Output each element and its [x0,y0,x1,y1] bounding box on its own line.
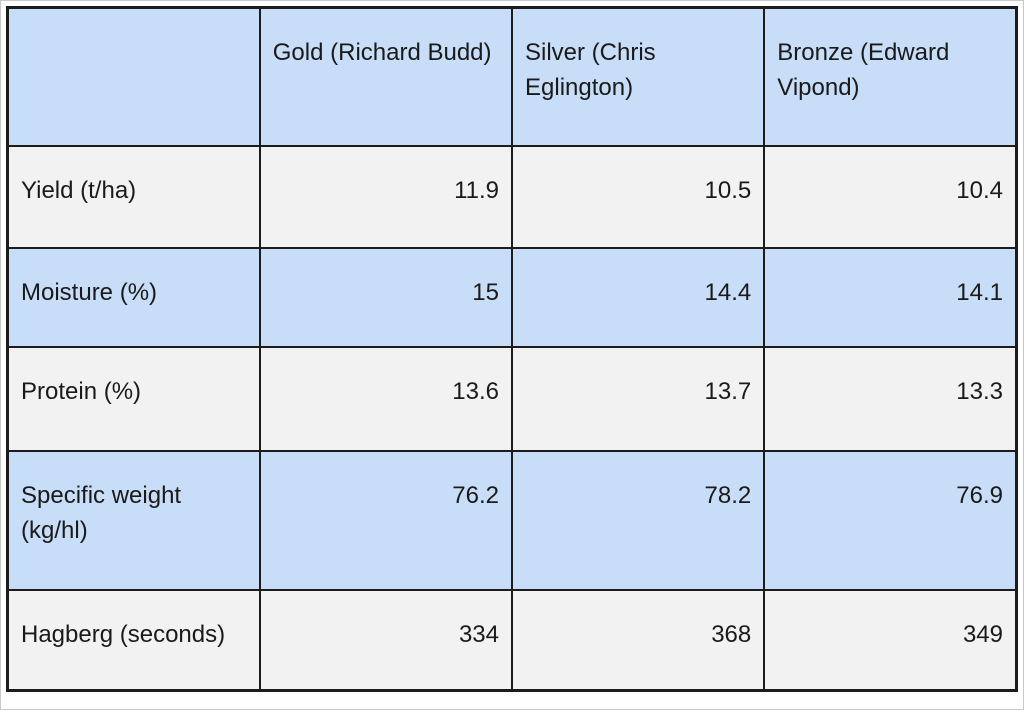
cell-protein-gold: 13.6 [258,345,514,452]
cell-moisture-gold: 15 [258,246,514,348]
row-label-specific-weight: Specific weight (kg/hl) [6,449,261,591]
row-label-hagberg: Hagberg (seconds) [6,588,261,692]
cell-specific-weight-bronze: 76.9 [763,449,1018,591]
row-label-protein: Protein (%) [6,345,261,452]
cell-protein-silver: 13.7 [510,345,766,452]
cell-specific-weight-silver: 78.2 [510,449,766,591]
cell-protein-bronze: 13.3 [763,345,1018,452]
column-header-silver: Silver (Chris Eglington) [510,6,766,147]
cell-specific-weight-gold: 76.2 [258,449,514,591]
header-row: Gold (Richard Budd) Silver (Chris Egling… [6,6,1018,147]
table-row-hagberg: Hagberg (seconds) 334 368 349 [6,588,1018,692]
cell-moisture-silver: 14.4 [510,246,766,348]
table-row-specific-weight: Specific weight (kg/hl) 76.2 78.2 76.9 [6,449,1018,591]
column-header-bronze: Bronze (Edward Vipond) [763,6,1018,147]
cell-yield-bronze: 10.4 [763,144,1018,249]
table-row-protein: Protein (%) 13.6 13.7 13.3 [6,345,1018,452]
table-row-moisture: Moisture (%) 15 14.4 14.1 [6,246,1018,348]
cell-yield-gold: 11.9 [258,144,514,249]
cell-hagberg-silver: 368 [510,588,766,692]
corner-cell [6,6,261,147]
row-label-yield: Yield (t/ha) [6,144,261,249]
column-header-gold: Gold (Richard Budd) [258,6,514,147]
results-table: Gold (Richard Budd) Silver (Chris Egling… [6,6,1018,692]
cell-moisture-bronze: 14.1 [763,246,1018,348]
row-label-moisture: Moisture (%) [6,246,261,348]
cell-hagberg-gold: 334 [258,588,514,692]
table-row-yield: Yield (t/ha) 11.9 10.5 10.4 [6,144,1018,249]
cell-hagberg-bronze: 349 [763,588,1018,692]
cell-yield-silver: 10.5 [510,144,766,249]
